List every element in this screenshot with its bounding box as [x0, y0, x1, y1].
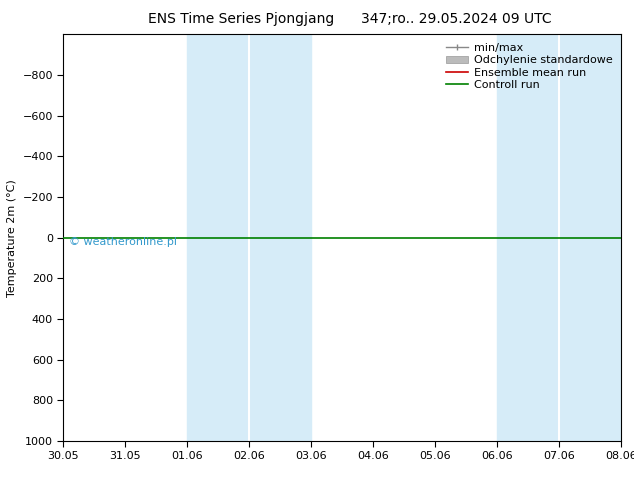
- Bar: [188, 34, 311, 441]
- Text: ENS Time Series Pjongjang: ENS Time Series Pjongjang: [148, 12, 334, 26]
- Text: © weatheronline.pl: © weatheronline.pl: [69, 237, 177, 247]
- Legend: min/max, Odchylenie standardowe, Ensemble mean run, Controll run: min/max, Odchylenie standardowe, Ensembl…: [443, 40, 616, 93]
- Y-axis label: Temperature 2m (°C): Temperature 2m (°C): [7, 179, 17, 296]
- Bar: [497, 34, 621, 441]
- Text: 347;ro.. 29.05.2024 09 UTC: 347;ro.. 29.05.2024 09 UTC: [361, 12, 552, 26]
